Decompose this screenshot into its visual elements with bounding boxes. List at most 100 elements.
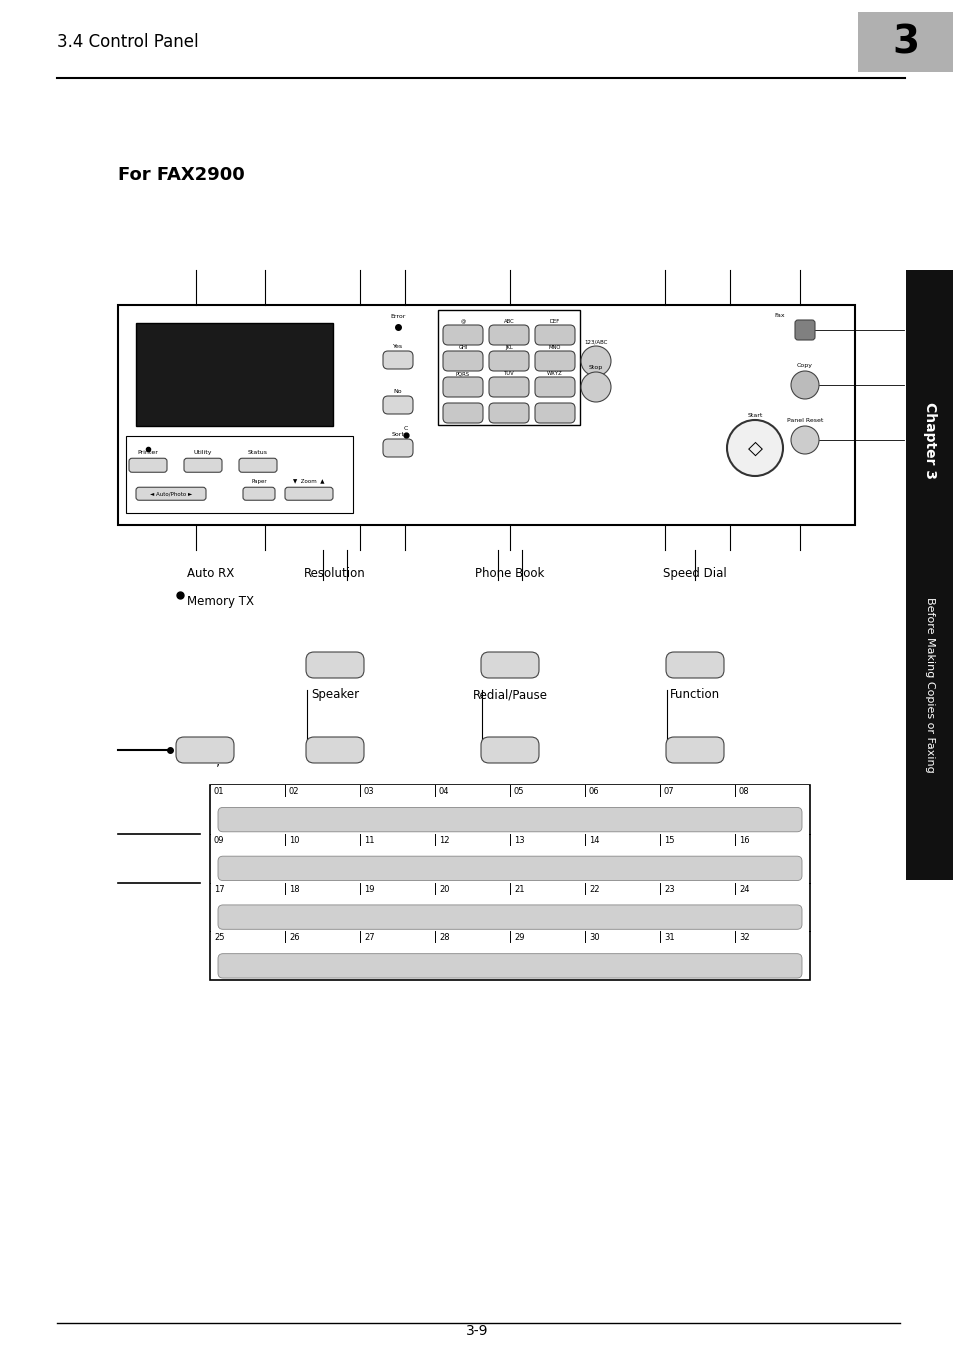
FancyBboxPatch shape (480, 652, 538, 678)
Text: 26: 26 (289, 933, 299, 942)
Text: Printer: Printer (137, 451, 158, 455)
Bar (437, 310, 579, 425)
Text: 02: 02 (289, 788, 299, 796)
Bar (857, 12, 953, 72)
FancyBboxPatch shape (489, 350, 529, 371)
Text: Speaker: Speaker (311, 689, 358, 701)
FancyBboxPatch shape (136, 488, 206, 500)
Text: 09: 09 (213, 835, 224, 845)
Text: 20: 20 (438, 884, 449, 894)
Text: Error: Error (390, 314, 405, 319)
Text: 3: 3 (891, 23, 919, 61)
Text: No: No (394, 388, 402, 394)
Text: Redial/Pause: Redial/Pause (472, 689, 547, 701)
Text: 05: 05 (514, 788, 524, 796)
FancyBboxPatch shape (306, 737, 364, 763)
Bar (136, 323, 333, 426)
FancyBboxPatch shape (382, 397, 413, 414)
Text: 12: 12 (438, 835, 449, 845)
Text: Chapter 3: Chapter 3 (923, 402, 936, 479)
Text: ABC: ABC (503, 319, 514, 325)
Text: 3.4 Control Panel: 3.4 Control Panel (57, 33, 198, 52)
Bar (126, 436, 353, 513)
FancyBboxPatch shape (535, 403, 575, 422)
Text: 29: 29 (514, 933, 524, 942)
FancyBboxPatch shape (794, 320, 814, 340)
FancyBboxPatch shape (239, 458, 276, 473)
Text: Sort: Sort (391, 432, 404, 437)
FancyBboxPatch shape (665, 737, 723, 763)
Bar (211, 883, 808, 900)
FancyBboxPatch shape (382, 439, 413, 458)
Bar (905, 270, 953, 880)
Text: ’: ’ (215, 762, 220, 775)
FancyBboxPatch shape (535, 350, 575, 371)
Text: 17: 17 (213, 884, 224, 894)
FancyBboxPatch shape (382, 350, 413, 369)
Bar (211, 834, 808, 853)
Circle shape (790, 371, 818, 399)
Text: PQRS: PQRS (456, 371, 470, 376)
Text: Utility: Utility (193, 451, 212, 455)
Text: 16: 16 (739, 835, 749, 845)
Text: MNO: MNO (548, 345, 560, 350)
Text: TUV: TUV (503, 371, 514, 376)
Text: Function: Function (669, 689, 720, 701)
FancyBboxPatch shape (306, 652, 364, 678)
FancyBboxPatch shape (129, 458, 167, 473)
FancyBboxPatch shape (218, 904, 801, 929)
FancyBboxPatch shape (535, 378, 575, 397)
FancyBboxPatch shape (489, 325, 529, 345)
Text: 25: 25 (213, 933, 224, 942)
Text: 23: 23 (663, 884, 674, 894)
Text: 30: 30 (588, 933, 599, 942)
Text: 3-9: 3-9 (465, 1324, 488, 1338)
Text: 11: 11 (364, 835, 375, 845)
Text: For FAX2900: For FAX2900 (118, 166, 245, 183)
Text: 01: 01 (213, 788, 224, 796)
Text: 04: 04 (438, 788, 449, 796)
Text: WXYZ: WXYZ (547, 371, 562, 376)
FancyBboxPatch shape (489, 378, 529, 397)
Text: ◄ Auto/Photo ►: ◄ Auto/Photo ► (150, 492, 192, 496)
Circle shape (580, 372, 610, 402)
Text: Before Making Copies or Faxing: Before Making Copies or Faxing (924, 598, 934, 773)
Text: DEF: DEF (549, 319, 559, 325)
Text: @: @ (460, 319, 465, 325)
Text: Phone Book: Phone Book (475, 568, 544, 580)
FancyBboxPatch shape (480, 737, 538, 763)
FancyBboxPatch shape (218, 856, 801, 880)
Text: 13: 13 (514, 835, 524, 845)
Text: 24: 24 (739, 884, 749, 894)
Text: Start: Start (746, 413, 761, 418)
FancyBboxPatch shape (285, 488, 333, 500)
Bar (118, 306, 854, 526)
Text: 03: 03 (364, 788, 375, 796)
Text: 27: 27 (364, 933, 375, 942)
Text: Copy: Copy (796, 363, 812, 368)
Text: GHI: GHI (457, 345, 467, 350)
Text: 28: 28 (438, 933, 449, 942)
Text: Speed Dial: Speed Dial (662, 568, 726, 580)
FancyBboxPatch shape (184, 458, 222, 473)
Text: ▼  Zoom  ▲: ▼ Zoom ▲ (293, 479, 324, 483)
FancyBboxPatch shape (218, 808, 801, 832)
Text: 18: 18 (289, 884, 299, 894)
Text: 31: 31 (663, 933, 674, 942)
Text: JKL: JKL (504, 345, 513, 350)
FancyBboxPatch shape (442, 325, 482, 345)
Text: Stop: Stop (588, 365, 602, 369)
Circle shape (580, 346, 610, 376)
FancyBboxPatch shape (665, 652, 723, 678)
Text: 22: 22 (588, 884, 598, 894)
Text: 21: 21 (514, 884, 524, 894)
Circle shape (790, 426, 818, 454)
Text: Resolution: Resolution (304, 568, 366, 580)
Text: Paper: Paper (251, 479, 267, 483)
Text: Yes: Yes (393, 344, 402, 349)
Text: 06: 06 (588, 788, 599, 796)
Text: 32: 32 (739, 933, 749, 942)
Text: Panel Reset: Panel Reset (786, 418, 822, 422)
FancyBboxPatch shape (243, 488, 274, 500)
FancyBboxPatch shape (442, 378, 482, 397)
